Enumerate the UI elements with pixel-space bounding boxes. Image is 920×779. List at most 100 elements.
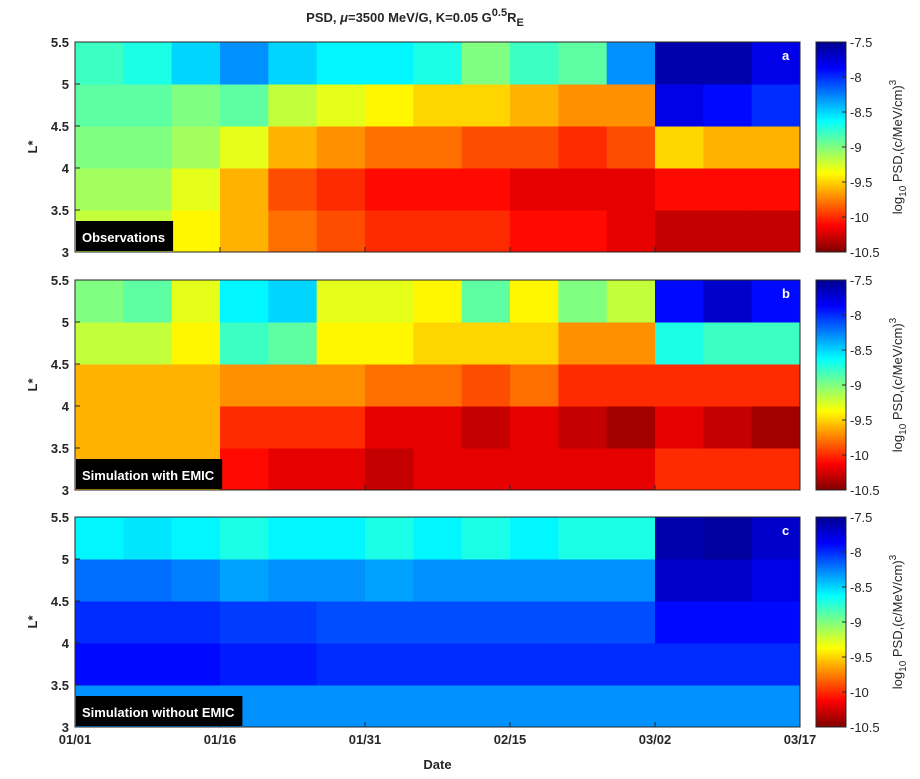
heat-cell (606, 517, 656, 560)
heat-cell (268, 448, 318, 491)
heat-cell (751, 364, 801, 407)
heat-cell (316, 685, 366, 728)
colorbar-tick-label: -8.5 (850, 105, 872, 120)
heat-cell (413, 168, 463, 211)
heat-cell (655, 84, 704, 127)
heat-cell (510, 406, 559, 449)
heat-cell (510, 601, 559, 644)
heat-cell (606, 364, 656, 407)
heat-cell (606, 280, 656, 323)
heat-cell (365, 448, 414, 491)
heat-cell (268, 643, 318, 686)
panel-label-box (76, 221, 174, 251)
heat-cell (751, 168, 801, 211)
heat-cell (703, 406, 753, 449)
panel-label: Simulation with EMIC (82, 468, 215, 483)
heat-cell (171, 210, 221, 253)
colorbar-tick-label: -9.5 (850, 175, 872, 190)
colorbar-label-part: PSD,(c/MeV/cm) (890, 323, 905, 423)
heat-cell (655, 601, 704, 644)
colorbar (815, 41, 847, 253)
panel-label: Simulation without EMIC (82, 705, 235, 720)
heat-cell (123, 364, 173, 407)
heat-cell (751, 517, 801, 560)
heat-cell (703, 126, 753, 169)
heat-cell (75, 84, 124, 127)
heat-cell (268, 322, 318, 365)
heat-cell (123, 280, 173, 323)
heat-cell (171, 84, 221, 127)
colorbar-tick-label: -7.5 (850, 273, 872, 288)
title-part: R (507, 10, 517, 25)
y-tick-label: 5.5 (51, 510, 69, 525)
heat-cell (751, 559, 801, 602)
heat-cell (365, 406, 414, 449)
y-tick-label: 3 (62, 720, 69, 735)
colorbar-tick-label: -7.5 (850, 510, 872, 525)
heat-cell (703, 559, 753, 602)
y-tick-label: 3.5 (51, 678, 69, 693)
heat-cell (171, 643, 221, 686)
heat-cell (413, 126, 463, 169)
colorbar-label-part: PSD,(c/MeV/cm) (890, 85, 905, 185)
heat-cell (220, 517, 269, 560)
heat-cell (558, 126, 608, 169)
heat-cell (171, 517, 221, 560)
panel-letter: b (782, 286, 790, 301)
heat-cell (461, 601, 511, 644)
heat-cell (123, 601, 173, 644)
colorbar-label-part: log (890, 672, 905, 689)
heat-cell (703, 42, 753, 85)
title-part: 0.5 (492, 7, 507, 19)
y-tick-label: 5 (62, 315, 69, 330)
heat-cell (220, 322, 269, 365)
x-tick-label: 03/17 (784, 732, 817, 747)
y-tick-label: 4.5 (51, 357, 69, 372)
heat-cell (220, 280, 269, 323)
heat-cell (655, 126, 704, 169)
heat-cell (316, 126, 366, 169)
colorbar-tick-label: -10.5 (850, 483, 880, 498)
heat-cell (703, 168, 753, 211)
colorbar-tick-label: -10 (850, 448, 869, 463)
heat-cell (365, 322, 414, 365)
heat-cell (751, 322, 801, 365)
heat-cell (461, 685, 511, 728)
colorbar-label-part: log (890, 435, 905, 452)
heat-cell (606, 42, 656, 85)
heat-cell (461, 210, 511, 253)
heat-cell (606, 168, 656, 211)
colorbar-tick-label: -9 (850, 140, 862, 155)
heat-cell (413, 42, 463, 85)
y-tick-label: 4 (62, 399, 70, 414)
colorbar-tick-label: -10.5 (850, 720, 880, 735)
heat-cell (75, 280, 124, 323)
y-tick-label: 5.5 (51, 35, 69, 50)
heat-cell (655, 364, 704, 407)
heat-cell (510, 210, 559, 253)
heat-cell (461, 448, 511, 491)
heat-cell (268, 84, 318, 127)
heat-cell (316, 322, 366, 365)
heat-cell (461, 42, 511, 85)
colorbar-label: log10 PSD,(c/MeV/cm)3 (888, 79, 909, 214)
heat-cell (123, 517, 173, 560)
colorbar (815, 279, 847, 491)
heat-cell (220, 559, 269, 602)
heat-cell (510, 685, 559, 728)
colorbar-tick-label: -8.5 (850, 343, 872, 358)
heat-cell (558, 322, 608, 365)
heat-cell (558, 559, 608, 602)
heat-cell (413, 448, 463, 491)
heat-cell (703, 448, 753, 491)
heat-cell (171, 601, 221, 644)
heat-cell (655, 42, 704, 85)
heat-cell (413, 84, 463, 127)
heat-cell (461, 406, 511, 449)
heat-cell (558, 84, 608, 127)
heat-cell (606, 210, 656, 253)
y-tick-label: 5 (62, 77, 69, 92)
colorbar-label-part: 3 (888, 79, 899, 85)
heat-cell (316, 559, 366, 602)
heat-cell (510, 448, 559, 491)
